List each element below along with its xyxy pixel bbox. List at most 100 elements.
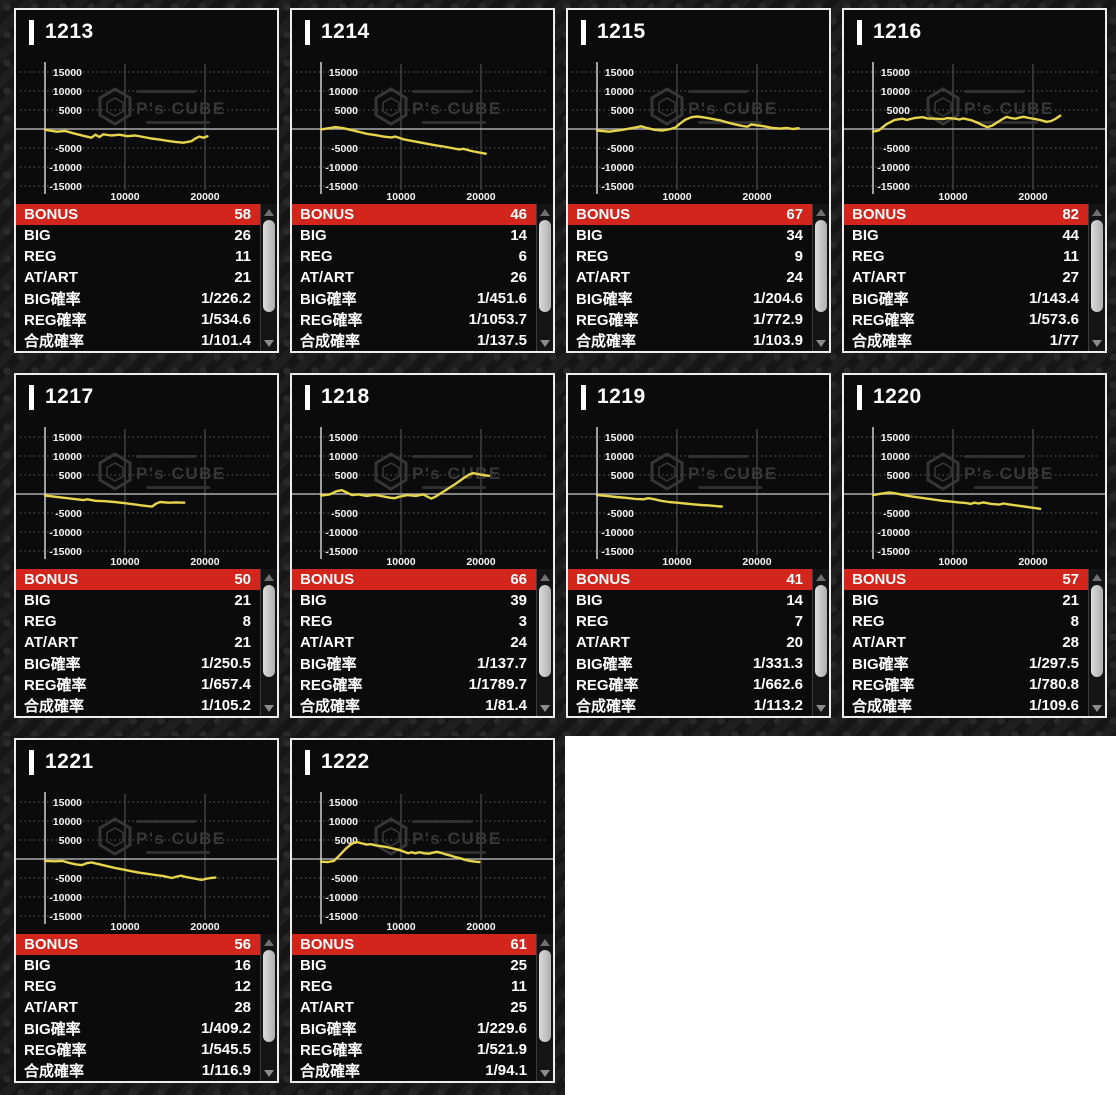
svg-text:15000: 15000 [329, 797, 358, 809]
stats-table[interactable]: BONUS 41 BIG 14 REG 7 AT/ART 20 BIG確率 1/331.3… [568, 569, 829, 716]
stat-row-reg: REG 11 [844, 246, 1088, 267]
scrollbar-thumb[interactable] [539, 950, 551, 1042]
stats-table[interactable]: BONUS 82 BIG 44 REG 11 AT/ART 27 BIG確率 1/143.… [844, 204, 1105, 351]
machine-number[interactable]: 1222 [321, 750, 370, 773]
machine-number[interactable]: 1221 [45, 750, 94, 773]
scrollbar-thumb[interactable] [539, 220, 551, 312]
slump-chart-svg: P's CUBE 15000 10000 5000 -5000 -10000 -15000… [568, 427, 829, 568]
machine-number[interactable]: 1215 [597, 20, 646, 43]
scroll-up-button[interactable] [813, 570, 829, 584]
scroll-up-button[interactable] [261, 570, 277, 584]
stat-label: BONUS [24, 571, 79, 588]
stat-value: 11 [235, 248, 251, 265]
scroll-up-button[interactable] [261, 205, 277, 219]
stat-row-bonus: BONUS 50 [16, 569, 260, 590]
stat-value: 1/331.3 [752, 655, 803, 672]
scroll-down-button[interactable] [261, 1066, 277, 1080]
stats-table[interactable]: BONUS 66 BIG 39 REG 3 AT/ART 24 BIG確率 1/137.7… [292, 569, 553, 716]
scrollbar-thumb[interactable] [263, 950, 275, 1042]
scroll-down-button[interactable] [1089, 701, 1105, 715]
scroll-up-button[interactable] [537, 205, 553, 219]
stat-row-big: BIG 25 [292, 955, 536, 976]
svg-text:10000: 10000 [662, 191, 691, 203]
svg-text:5000: 5000 [335, 470, 359, 482]
scrollbar[interactable] [260, 569, 277, 716]
machine-number[interactable]: 1214 [321, 20, 370, 43]
stat-value: 58 [234, 206, 251, 223]
scrollbar-thumb[interactable] [1091, 585, 1103, 677]
slump-graph: P's CUBE 15000 10000 5000 -5000 -10000 -15000… [844, 419, 1105, 569]
scrollbar-thumb[interactable] [815, 220, 827, 312]
scroll-down-button[interactable] [537, 701, 553, 715]
stat-value: 20 [786, 634, 803, 651]
scrollbar[interactable] [812, 204, 829, 351]
stat-label: BONUS [576, 571, 631, 588]
scrollbar[interactable] [812, 569, 829, 716]
stat-label: 合成確率 [24, 698, 85, 715]
scroll-down-button[interactable] [813, 336, 829, 350]
scrollbar[interactable] [1088, 569, 1105, 716]
svg-text:15000: 15000 [881, 432, 910, 444]
header-accent-bar [305, 384, 310, 410]
stats-table[interactable]: BONUS 67 BIG 34 REG 9 AT/ART 24 BIG確率 1/204.6… [568, 204, 829, 351]
scrollbar-thumb[interactable] [1091, 220, 1103, 312]
arrow-up-icon [816, 573, 826, 581]
scroll-down-button[interactable] [261, 701, 277, 715]
stat-value: 1/772.9 [752, 311, 803, 328]
scroll-up-button[interactable] [1089, 570, 1105, 584]
machine-panel: 1217 P's CUBE 15000 10000 5000 -5000 -10000 -… [14, 373, 279, 718]
svg-text:P's CUBE: P's CUBE [412, 829, 502, 848]
scroll-down-button[interactable] [813, 701, 829, 715]
machine-number[interactable]: 1218 [321, 385, 370, 408]
svg-text:P's CUBE: P's CUBE [688, 99, 778, 118]
arrow-up-icon [264, 573, 274, 581]
scrollbar[interactable] [1088, 204, 1105, 351]
svg-text:-5000: -5000 [55, 508, 82, 520]
stats-table[interactable]: BONUS 58 BIG 26 REG 11 AT/ART 21 BIG確率 1/226.… [16, 204, 277, 351]
scroll-up-button[interactable] [537, 570, 553, 584]
stats-rows: BONUS 57 BIG 21 REG 8 AT/ART 28 BIG確率 1/297.5… [844, 569, 1088, 716]
stat-value: 8 [1070, 613, 1079, 630]
stat-label: AT/ART [24, 999, 78, 1016]
svg-text:20000: 20000 [742, 191, 771, 203]
scroll-down-button[interactable] [1089, 336, 1105, 350]
scrollbar[interactable] [260, 934, 277, 1081]
stats-table[interactable]: BONUS 61 BIG 25 REG 11 AT/ART 25 BIG確率 1/229.… [292, 934, 553, 1081]
svg-text:10000: 10000 [53, 451, 82, 463]
arrow-up-icon [816, 208, 826, 216]
stat-row-total-rate: 合成確率 1/137.5 [292, 330, 536, 351]
scrollbar[interactable] [260, 204, 277, 351]
arrow-down-icon [1092, 704, 1102, 712]
scroll-up-button[interactable] [813, 205, 829, 219]
stats-table[interactable]: BONUS 50 BIG 21 REG 8 AT/ART 21 BIG確率 1/250.5… [16, 569, 277, 716]
scrollbar-thumb[interactable] [263, 585, 275, 677]
scrollbar-thumb[interactable] [539, 585, 551, 677]
machine-number[interactable]: 1220 [873, 385, 922, 408]
stats-table[interactable]: BONUS 57 BIG 21 REG 8 AT/ART 28 BIG確率 1/297.5… [844, 569, 1105, 716]
scrollbar[interactable] [536, 934, 553, 1081]
svg-text:-5000: -5000 [883, 508, 910, 520]
stat-value: 21 [234, 634, 251, 651]
stat-row-bonus: BONUS 56 [16, 934, 260, 955]
panel-grid-bottom-section: 1221 P's CUBE 15000 10000 5000 -5000 -10000 -… [0, 736, 565, 1095]
machine-number[interactable]: 1219 [597, 385, 646, 408]
svg-text:15000: 15000 [881, 67, 910, 79]
scrollbar-thumb[interactable] [815, 585, 827, 677]
scrollbar[interactable] [536, 204, 553, 351]
scrollbar[interactable] [536, 569, 553, 716]
scroll-up-button[interactable] [261, 935, 277, 949]
scroll-down-button[interactable] [537, 336, 553, 350]
stat-label: BIG [576, 227, 603, 244]
stat-label: AT/ART [300, 634, 354, 651]
stats-table[interactable]: BONUS 56 BIG 16 REG 12 AT/ART 28 BIG確率 1/409.… [16, 934, 277, 1081]
svg-text:10000: 10000 [938, 191, 967, 203]
scroll-down-button[interactable] [261, 336, 277, 350]
machine-number[interactable]: 1213 [45, 20, 94, 43]
scrollbar-thumb[interactable] [263, 220, 275, 312]
scroll-down-button[interactable] [537, 1066, 553, 1080]
scroll-up-button[interactable] [537, 935, 553, 949]
scroll-up-button[interactable] [1089, 205, 1105, 219]
stats-table[interactable]: BONUS 46 BIG 14 REG 6 AT/ART 26 BIG確率 1/451.6… [292, 204, 553, 351]
machine-number[interactable]: 1216 [873, 20, 922, 43]
machine-number[interactable]: 1217 [45, 385, 94, 408]
